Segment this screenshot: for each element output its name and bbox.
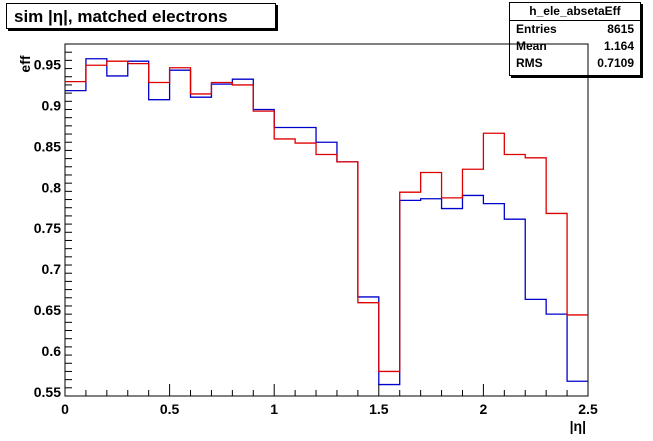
x-tick-label: 2 — [480, 401, 488, 417]
y-tick-label: 0.75 — [34, 220, 61, 236]
y-tick-label: 0.95 — [34, 56, 61, 72]
stats-value: 1.164 — [603, 39, 634, 53]
y-tick-label: 0.7 — [42, 261, 62, 277]
stats-row-mean: Mean 1.164 — [510, 38, 640, 55]
stats-box: h_ele_absetaEff Entries 8615 Mean 1.164 … — [509, 2, 641, 76]
plot-frame — [64, 43, 589, 397]
stats-value: 0.7109 — [597, 56, 634, 70]
series-line-1 — [65, 58, 588, 386]
stats-label: Mean — [516, 39, 547, 53]
y-tick-label: 0.85 — [34, 138, 61, 154]
y-axis-label: eff — [17, 55, 33, 72]
y-tick-label: 0.8 — [42, 179, 62, 195]
stats-label: Entries — [516, 22, 557, 36]
stats-row-entries: Entries 8615 — [510, 21, 640, 38]
stats-label: RMS — [516, 56, 543, 70]
y-tick-label: 0.65 — [34, 302, 61, 318]
x-tick-label: 1 — [270, 401, 278, 417]
x-tick-label: 2.5 — [578, 401, 598, 417]
y-tick-label: 0.55 — [34, 384, 61, 400]
stats-value: 8615 — [607, 22, 634, 36]
chart-title: sim |η|, matched electrons — [6, 3, 276, 29]
stats-row-rms: RMS 0.7109 — [510, 55, 640, 72]
series-line-2 — [65, 60, 588, 373]
x-tick-label: 1.5 — [369, 401, 389, 417]
stats-name: h_ele_absetaEff — [510, 3, 640, 21]
y-tick-label: 0.6 — [42, 343, 62, 359]
x-axis-label: |η| — [570, 418, 586, 434]
y-tick-label: 0.9 — [42, 97, 62, 113]
x-tick-label: 0 — [61, 401, 69, 417]
x-tick-label: 0.5 — [160, 401, 180, 417]
